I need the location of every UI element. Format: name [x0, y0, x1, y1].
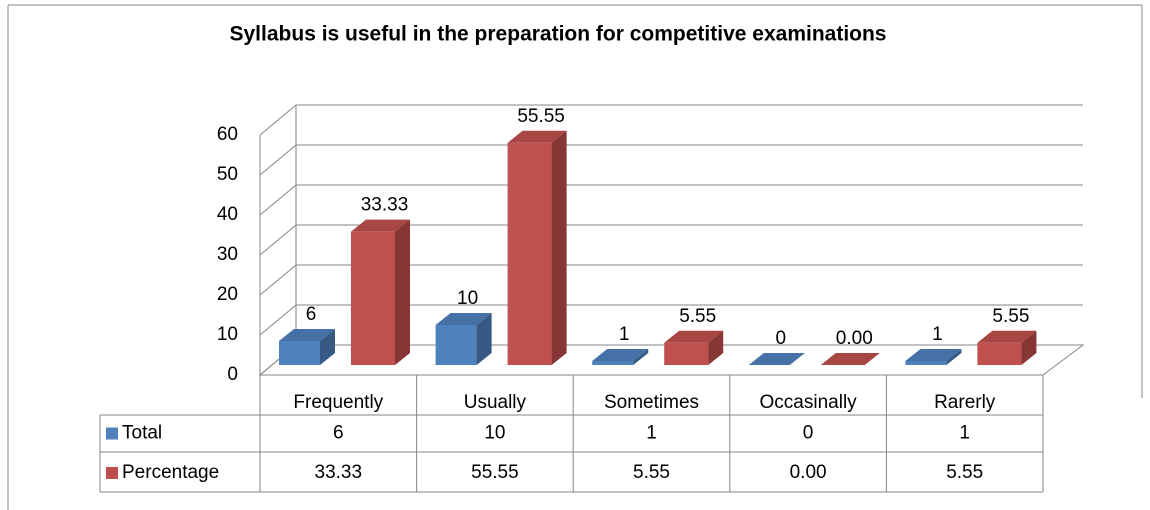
bar-top [435, 313, 492, 325]
y-tick-label: 0 [227, 364, 238, 385]
y-tick-label: 60 [217, 124, 238, 145]
legend-label: Percentage [122, 462, 219, 483]
bar-side-shade [551, 130, 567, 365]
table-cell: 5.55 [946, 462, 983, 483]
bar [351, 231, 395, 365]
bar-side [633, 349, 649, 365]
bar-top-shade [748, 353, 805, 365]
bar [435, 325, 477, 365]
y-tick-label: 10 [217, 324, 238, 345]
legend-swatch [106, 467, 118, 479]
x-tick-label: Occasinally [760, 392, 858, 413]
data-label: 10 [457, 288, 478, 309]
table-cell: 55.55 [471, 462, 519, 483]
table-cell: 1 [959, 423, 970, 444]
bar-side [551, 130, 567, 365]
legend-label: Total [122, 423, 162, 444]
bar-side [708, 330, 724, 365]
table-cell: 6 [333, 423, 344, 444]
x-tick-label: Sometimes [604, 392, 699, 413]
x-tick-label: Frequently [293, 392, 383, 413]
bar-side-shade [633, 349, 649, 365]
legend-swatch [106, 427, 118, 440]
bar [664, 342, 709, 365]
bar [507, 142, 552, 365]
grid-line [259, 184, 1083, 216]
bar-top-shade [905, 349, 962, 361]
table-cell: 0 [803, 423, 814, 444]
bar-side [1021, 330, 1037, 365]
table-cell: 5.55 [633, 462, 670, 483]
chart-title: Syllabus is useful in the preparation fo… [230, 23, 887, 46]
data-label: 5.55 [679, 306, 716, 327]
y-tick-label: 30 [217, 244, 238, 265]
bar [977, 342, 1022, 365]
bar-top-shade [820, 353, 880, 365]
bar-side-shade [395, 219, 410, 365]
bar-top-shade [977, 330, 1037, 343]
bar-side [395, 219, 410, 365]
bar-top [905, 349, 962, 361]
grid-line [259, 144, 1083, 176]
data-label: 5.55 [992, 306, 1029, 327]
data-label: 0 [776, 328, 787, 349]
bar-top [279, 329, 335, 341]
table-cell: 10 [484, 423, 505, 444]
bar-side-shade [1021, 330, 1037, 365]
x-tick-label: Usually [464, 392, 527, 413]
grid-line [259, 264, 1083, 296]
table-cell: 1 [646, 423, 657, 444]
bar-side [946, 349, 962, 365]
bar-top-shade [664, 330, 724, 343]
y-tick-label: 50 [217, 164, 238, 185]
data-label: 1 [619, 324, 630, 345]
bar-side-shade [946, 349, 962, 365]
bar-top-shade [435, 313, 492, 325]
table-cell: 33.33 [315, 462, 363, 483]
bar-top [507, 130, 567, 143]
bar-top-shade [592, 349, 649, 361]
bar-side [476, 313, 492, 365]
bar-side-shade [476, 313, 492, 365]
bar [279, 341, 320, 365]
bar-top [351, 219, 410, 232]
bar-top [820, 353, 880, 365]
data-label: 33.33 [361, 195, 409, 216]
bar-top-shade [351, 219, 410, 232]
data-label: 6 [306, 304, 317, 325]
y-tick-label: 20 [217, 284, 238, 305]
bar-top-shade [279, 329, 335, 341]
y-tick-label: 40 [217, 204, 238, 225]
bar-top [592, 349, 649, 361]
bar-side-shade [708, 330, 724, 365]
x-tick-label: Rarerly [934, 392, 996, 413]
data-label: 0.00 [836, 328, 873, 349]
bar [592, 361, 634, 365]
data-label: 55.55 [517, 106, 565, 127]
bar-top [977, 330, 1037, 343]
grid-line [259, 224, 1083, 256]
grid-line [259, 104, 1083, 136]
bar [905, 361, 947, 365]
bar-top-shade [507, 130, 567, 143]
data-label: 1 [932, 324, 943, 345]
grid-line [259, 304, 1083, 336]
table-cell: 0.00 [790, 462, 827, 483]
bar-top [664, 330, 724, 343]
bar-top [748, 353, 805, 365]
